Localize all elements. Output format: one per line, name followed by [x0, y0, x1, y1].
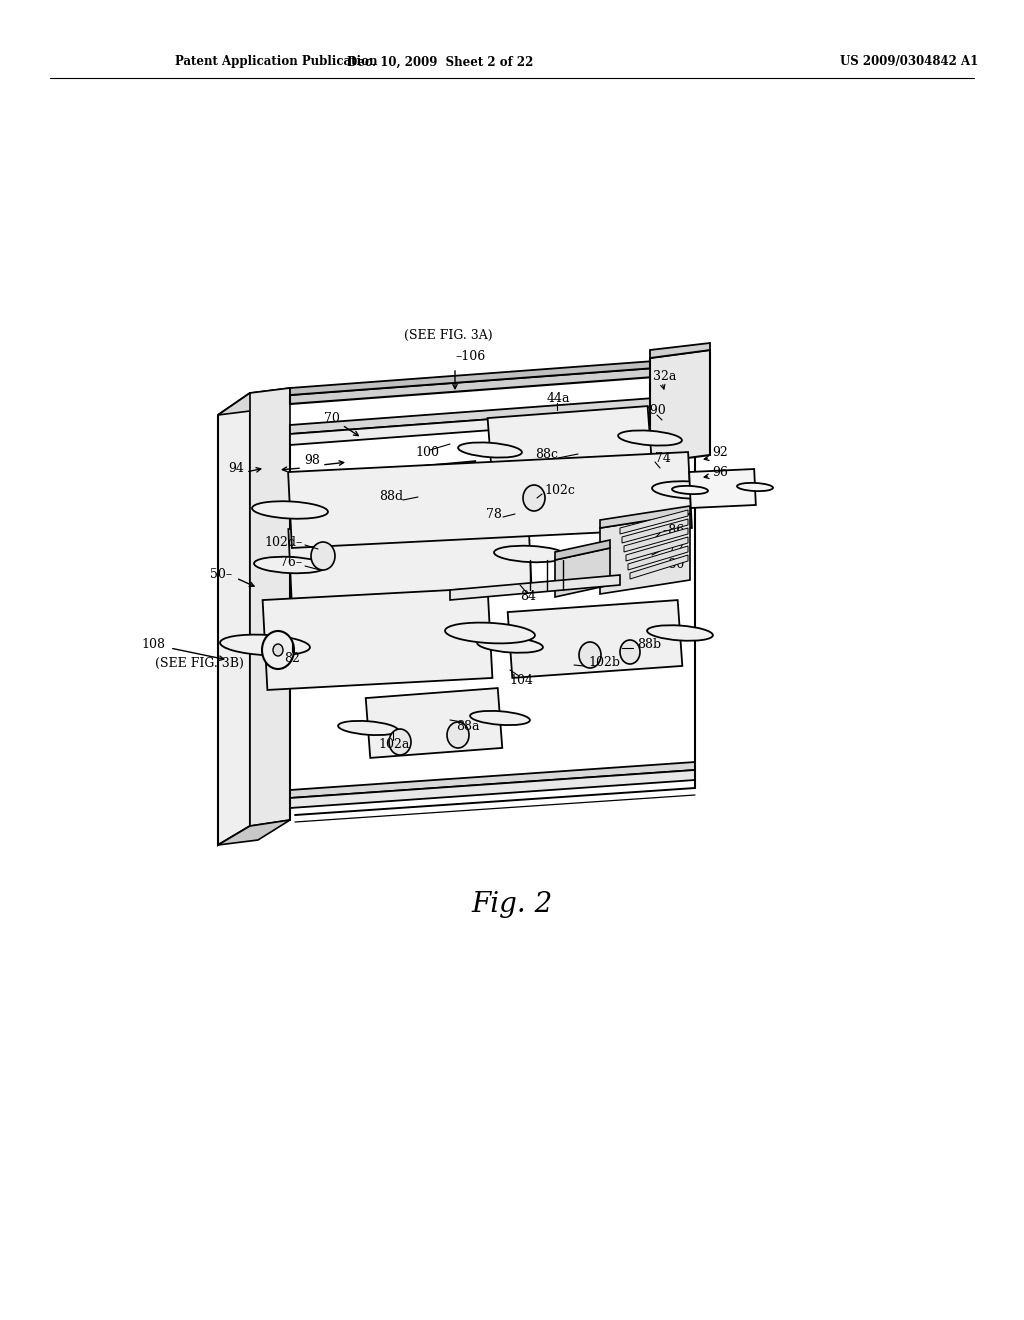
Polygon shape: [345, 461, 480, 533]
Text: 96: 96: [712, 466, 728, 479]
Text: 88a: 88a: [457, 721, 480, 734]
Ellipse shape: [220, 635, 310, 656]
Text: 108: 108: [141, 639, 165, 652]
Ellipse shape: [262, 631, 294, 669]
Polygon shape: [289, 517, 531, 601]
Polygon shape: [624, 528, 688, 552]
Ellipse shape: [449, 483, 508, 498]
Polygon shape: [290, 395, 695, 434]
Polygon shape: [218, 820, 290, 845]
Polygon shape: [620, 510, 688, 535]
Polygon shape: [290, 770, 695, 808]
Text: Fig. 2: Fig. 2: [471, 891, 553, 919]
Text: 84: 84: [520, 590, 536, 603]
Ellipse shape: [389, 729, 411, 755]
Text: –86: –86: [662, 524, 684, 536]
Polygon shape: [290, 366, 695, 404]
Text: (SEE FIG. 3B): (SEE FIG. 3B): [155, 656, 244, 669]
Polygon shape: [218, 388, 290, 414]
Text: 104: 104: [509, 673, 534, 686]
Text: 102d–: 102d–: [265, 536, 303, 549]
Ellipse shape: [273, 644, 283, 656]
Polygon shape: [450, 576, 620, 601]
Ellipse shape: [338, 721, 398, 735]
Polygon shape: [487, 407, 652, 482]
Ellipse shape: [470, 711, 529, 725]
Text: 78: 78: [486, 508, 502, 521]
Text: 102c: 102c: [544, 484, 574, 498]
Polygon shape: [650, 343, 710, 358]
Ellipse shape: [477, 638, 543, 653]
Text: 88d: 88d: [379, 491, 403, 503]
Polygon shape: [630, 554, 688, 579]
Ellipse shape: [647, 626, 713, 640]
Text: Patent Application Publication: Patent Application Publication: [175, 55, 378, 69]
Text: 92: 92: [712, 446, 728, 459]
Polygon shape: [600, 506, 690, 528]
Text: 98: 98: [304, 454, 319, 466]
Text: 88b: 88b: [637, 639, 662, 652]
Ellipse shape: [737, 483, 773, 491]
Ellipse shape: [620, 640, 640, 664]
Text: .90: .90: [647, 404, 667, 417]
Polygon shape: [290, 762, 695, 799]
Ellipse shape: [579, 642, 601, 668]
Ellipse shape: [672, 486, 708, 494]
Text: 102a: 102a: [378, 738, 410, 751]
Ellipse shape: [652, 482, 728, 499]
Ellipse shape: [445, 623, 535, 643]
Text: 76–: 76–: [280, 557, 302, 569]
Polygon shape: [689, 469, 756, 508]
Text: –80: –80: [662, 558, 684, 572]
Ellipse shape: [254, 557, 326, 573]
Ellipse shape: [252, 502, 328, 519]
Ellipse shape: [523, 484, 545, 511]
Text: 100: 100: [415, 446, 439, 458]
Text: –106: –106: [455, 351, 485, 363]
Polygon shape: [622, 519, 688, 543]
Text: 88c: 88c: [535, 449, 558, 462]
Ellipse shape: [318, 496, 378, 511]
Ellipse shape: [447, 722, 469, 748]
Polygon shape: [290, 358, 695, 395]
Text: 94: 94: [228, 462, 244, 474]
Polygon shape: [290, 404, 695, 445]
Text: 102b: 102b: [588, 656, 620, 669]
Polygon shape: [628, 546, 688, 570]
Text: 74: 74: [655, 451, 671, 465]
Text: (SEE FIG. 3A): (SEE FIG. 3A): [403, 329, 493, 342]
Polygon shape: [218, 393, 250, 845]
Text: –72: –72: [662, 541, 684, 554]
Polygon shape: [600, 513, 690, 594]
Ellipse shape: [458, 442, 522, 458]
Text: Dec. 10, 2009  Sheet 2 of 22: Dec. 10, 2009 Sheet 2 of 22: [347, 55, 534, 69]
Polygon shape: [250, 388, 290, 826]
Polygon shape: [366, 688, 502, 758]
Polygon shape: [262, 589, 493, 690]
Polygon shape: [508, 601, 682, 678]
Text: US 2009/0304842 A1: US 2009/0304842 A1: [840, 55, 978, 69]
Text: 50–: 50–: [210, 568, 232, 581]
Text: 70: 70: [324, 412, 340, 425]
Polygon shape: [288, 451, 692, 548]
Polygon shape: [650, 350, 710, 463]
Polygon shape: [555, 540, 610, 560]
Ellipse shape: [494, 545, 566, 562]
Ellipse shape: [311, 543, 335, 570]
Polygon shape: [555, 548, 610, 597]
Text: 82: 82: [284, 652, 300, 664]
Polygon shape: [626, 537, 688, 561]
Ellipse shape: [618, 430, 682, 446]
Text: 32a: 32a: [653, 370, 677, 383]
Text: 44a: 44a: [546, 392, 569, 404]
